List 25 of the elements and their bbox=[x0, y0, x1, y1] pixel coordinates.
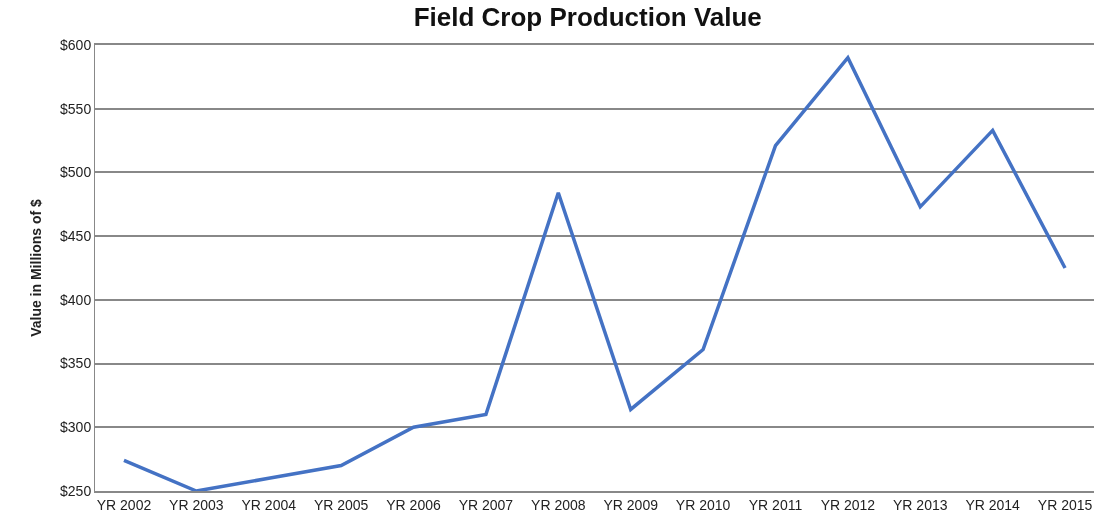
y-tick-label: $350 bbox=[60, 355, 92, 372]
x-tick-label: YR 2015 bbox=[1037, 496, 1093, 513]
x-tick-label: YR 2006 bbox=[386, 496, 441, 513]
x-tick-label: YR 2010 bbox=[675, 496, 731, 513]
x-tick-label: YR 2007 bbox=[458, 496, 514, 513]
y-tick-label: $400 bbox=[60, 291, 92, 308]
x-tick-label: YR 2011 bbox=[748, 496, 803, 513]
x-tick-label: YR 2005 bbox=[313, 496, 369, 513]
x-tick-label: YR 2013 bbox=[893, 496, 948, 513]
y-tick-label: $250 bbox=[60, 482, 92, 499]
x-tick-label: YR 2008 bbox=[531, 496, 586, 513]
y-axis-title: Value in Millions of $ bbox=[27, 198, 44, 337]
line-series bbox=[122, 55, 1067, 491]
y-tick-label: $500 bbox=[60, 164, 92, 181]
x-tick-label: YR 2009 bbox=[603, 496, 659, 513]
y-tick-label: $600 bbox=[60, 36, 92, 53]
x-tick-label: YR 2014 bbox=[965, 496, 1021, 513]
x-tick-label: YR 2004 bbox=[241, 496, 297, 513]
y-tick-label: $550 bbox=[60, 100, 92, 117]
x-tick-label: YR 2012 bbox=[820, 496, 876, 513]
y-tick-label: $300 bbox=[60, 419, 92, 436]
chart-title: Field Crop Production Value bbox=[413, 2, 762, 33]
y-tick-label: $450 bbox=[60, 228, 92, 245]
x-tick-label: YR 2003 bbox=[169, 496, 224, 513]
x-tick-label: YR 2002 bbox=[96, 496, 152, 513]
